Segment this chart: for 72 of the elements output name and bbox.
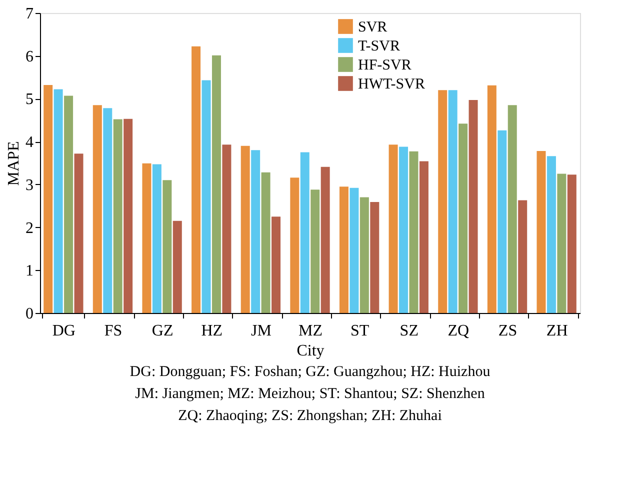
y-tick-label: 3 <box>26 176 34 194</box>
bar <box>272 216 281 313</box>
x-tick-label: ZS <box>498 322 518 340</box>
bar <box>419 161 428 313</box>
bar <box>339 186 348 313</box>
bar <box>192 46 201 313</box>
x-tick-label: SZ <box>400 322 418 340</box>
x-axis-title: City <box>296 342 324 360</box>
text: ZQ: Zhaoqing; ZS: Zhongshan; ZH: Zhuhai <box>178 408 442 424</box>
bar <box>448 90 458 313</box>
bar <box>74 154 84 313</box>
y-tick-label: 1 <box>26 262 34 280</box>
bar <box>468 100 478 313</box>
y-tick-label: 0 <box>26 306 34 322</box>
bar <box>518 200 528 313</box>
bar <box>399 146 408 313</box>
bar <box>567 174 576 313</box>
bar <box>508 105 517 313</box>
bar <box>124 118 133 313</box>
bar <box>64 96 74 313</box>
bar <box>438 90 448 313</box>
bar <box>409 151 418 313</box>
bar <box>44 85 53 313</box>
y-tick-label: 2 <box>26 220 34 237</box>
x-tick-label: FS <box>104 322 122 340</box>
bar <box>162 180 172 313</box>
bar <box>172 220 182 313</box>
bar <box>202 80 211 313</box>
y-tick-label: 4 <box>26 134 34 152</box>
legend-label: SVR <box>358 20 388 36</box>
x-tick-label: ZQ <box>448 322 470 340</box>
y-tick-label: 5 <box>26 91 34 108</box>
bar <box>320 166 330 313</box>
bar <box>300 152 310 313</box>
y-axis-title: MAPE <box>6 141 22 186</box>
bar <box>546 156 556 313</box>
text: JM: Jiangmen; MZ: Meizhou; ST: Shantou; SZ: Shenzhen <box>135 386 486 402</box>
bar <box>360 197 369 313</box>
legend-label: HWT-SVR <box>358 76 425 92</box>
legend-label: T-SVR <box>358 38 400 54</box>
x-tick-label: HZ <box>201 322 223 340</box>
y-tick-label: 7 <box>26 6 34 22</box>
bar <box>290 178 300 313</box>
bar <box>212 55 221 313</box>
bar <box>350 188 359 313</box>
bar <box>536 151 546 313</box>
bar <box>113 119 122 313</box>
x-tick-label: ST <box>350 322 370 340</box>
bar <box>557 174 566 313</box>
bar <box>54 89 63 313</box>
bar <box>487 85 496 313</box>
bar <box>310 190 320 313</box>
bar <box>240 146 250 313</box>
bar <box>498 130 507 313</box>
bar <box>142 163 152 313</box>
bar <box>388 144 398 313</box>
y-tick-label: 6 <box>26 48 34 66</box>
x-tick-label: DG <box>52 322 76 340</box>
bar <box>370 202 380 313</box>
bar <box>261 172 270 313</box>
legend-label: HF-SVR <box>358 58 412 74</box>
x-tick-label: ZH <box>546 322 568 340</box>
text: DG: Dongguan; FS: Foshan; GZ: Guangzhou; HZ: Huizhou <box>130 364 491 380</box>
bar <box>103 108 112 313</box>
x-tick-label: MZ <box>298 322 322 340</box>
bar <box>458 124 468 313</box>
bar <box>92 105 102 313</box>
bar <box>152 164 162 313</box>
x-tick-label: JM <box>250 322 272 340</box>
bar <box>251 150 260 313</box>
x-tick-label: GZ <box>152 322 174 340</box>
bar <box>222 144 232 313</box>
